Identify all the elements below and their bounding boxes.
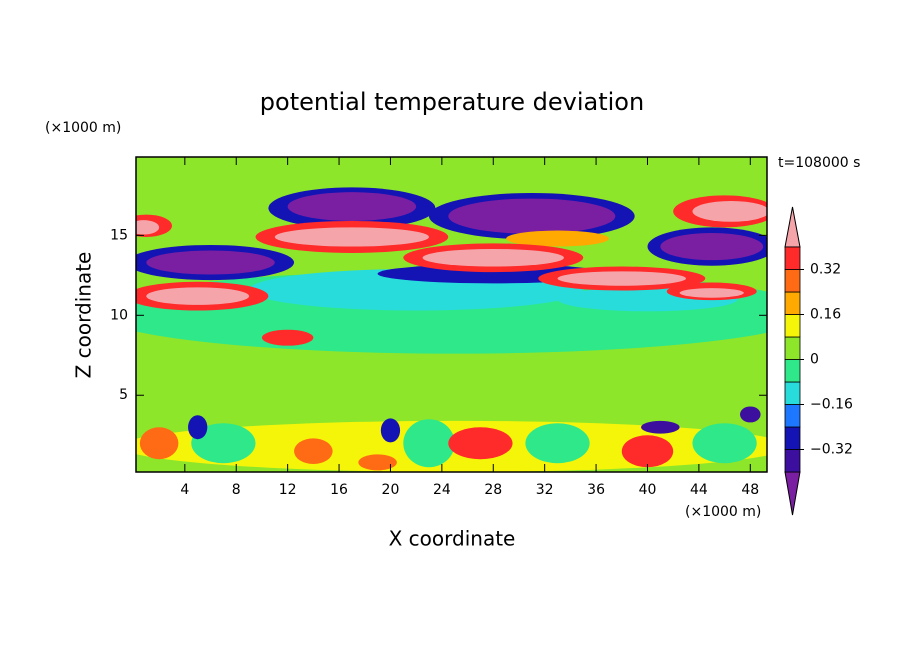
contour-region: [403, 419, 455, 468]
contour-region: [294, 438, 333, 465]
contour-region: [506, 230, 609, 247]
colorbar-tick-label: 0.32: [810, 262, 841, 278]
colorbar-box: [784, 246, 801, 270]
contour-region: [448, 198, 616, 234]
colorbar-box: [784, 336, 801, 360]
contour-region: [679, 288, 744, 298]
x-tick-label: 20: [382, 482, 400, 498]
contour-region: [641, 420, 680, 434]
contour-region: [139, 427, 179, 460]
colorbar-box: [784, 314, 801, 338]
contour-region: [261, 329, 314, 346]
colorbar-tick-label: 0: [810, 352, 819, 368]
colorbar-extension: [784, 471, 801, 516]
contour-region: [660, 232, 764, 261]
contour-region: [136, 220, 160, 235]
x-tick-label: 16: [330, 482, 348, 498]
plot-frame: [135, 156, 768, 473]
colorbar-box: [784, 359, 801, 383]
contour-region: [557, 271, 687, 286]
colorbar-box: [784, 426, 801, 450]
x-axis-label: X coordinate: [389, 527, 516, 551]
contour-region: [692, 423, 757, 464]
x-tick-label: 44: [690, 482, 708, 498]
contour-region: [621, 435, 674, 468]
contour-region: [188, 415, 208, 440]
colorbar-box: [784, 404, 801, 428]
colorbar-tick-label: −0.32: [810, 442, 853, 458]
x-tick-label: 32: [536, 482, 554, 498]
x-tick-label: 8: [232, 482, 241, 498]
contour-region: [274, 227, 430, 247]
x-tick-label: 4: [180, 482, 189, 498]
chart-title: potential temperature deviation: [260, 88, 644, 116]
colorbar-tick-label: 0.16: [810, 307, 841, 323]
y-tick-label: 10: [110, 307, 128, 323]
colorbar-box: [784, 269, 801, 293]
contour-region: [380, 418, 401, 443]
y-unit: (×1000 m): [45, 120, 121, 136]
contour-field: [136, 157, 767, 472]
time-label: t=108000 s: [778, 155, 860, 171]
x-tick-label: 36: [587, 482, 605, 498]
contour-region: [146, 250, 275, 275]
y-tick-label: 15: [110, 227, 128, 243]
y-tick-label: 5: [119, 387, 128, 403]
contour-region: [525, 423, 590, 464]
x-unit: (×1000 m): [685, 504, 761, 520]
contour-region: [287, 192, 417, 221]
colorbar-extension: [784, 206, 801, 248]
colorbar-box: [784, 381, 801, 405]
contour-region: [358, 454, 397, 471]
x-tick-label: 40: [639, 482, 657, 498]
colorbar-box: [784, 449, 801, 473]
contour-region: [146, 287, 250, 305]
contour-region: [191, 423, 256, 464]
y-axis-label: Z coordinate: [72, 252, 96, 379]
contour-region: [740, 406, 761, 423]
x-tick-label: 48: [741, 482, 759, 498]
x-tick-label: 12: [279, 482, 297, 498]
contour-region: [448, 427, 513, 460]
x-tick-label: 28: [484, 482, 502, 498]
colorbar-box: [784, 291, 801, 315]
contour-region: [692, 200, 767, 222]
x-tick-label: 24: [433, 482, 451, 498]
colorbar-tick-label: −0.16: [810, 397, 853, 413]
contour-region: [422, 248, 564, 267]
